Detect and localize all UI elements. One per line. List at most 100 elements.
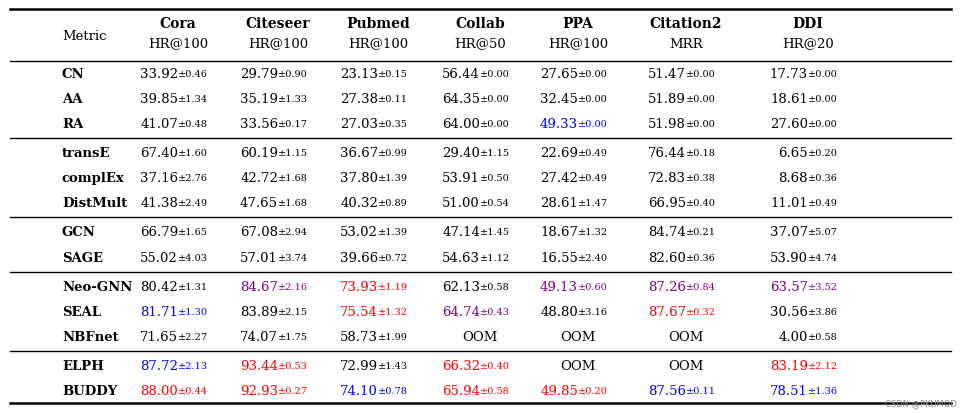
Text: ±0.00: ±0.00 [808,120,838,129]
Text: 67.40: 67.40 [140,147,178,160]
Text: ±0.78: ±0.78 [378,386,407,395]
Text: ±0.21: ±0.21 [686,228,716,237]
Text: ±0.00: ±0.00 [686,70,716,79]
Text: MRR: MRR [669,38,702,50]
Text: 74.10: 74.10 [340,384,378,397]
Text: 29.40: 29.40 [442,147,480,160]
Text: 93.44: 93.44 [240,359,278,372]
Text: 51.00: 51.00 [442,197,480,210]
Text: ±3.16: ±3.16 [578,307,608,316]
Text: 49.13: 49.13 [540,280,578,293]
Text: 74.07: 74.07 [240,330,278,343]
Text: ±0.40: ±0.40 [686,199,716,208]
Text: ±2.94: ±2.94 [278,228,308,237]
Text: ±2.13: ±2.13 [178,361,209,370]
Text: 40.32: 40.32 [340,197,378,210]
Text: ±0.35: ±0.35 [378,120,407,129]
Text: OOM: OOM [668,359,703,372]
Text: 81.71: 81.71 [140,305,178,318]
Text: 84.74: 84.74 [648,226,686,239]
Text: ±0.58: ±0.58 [480,386,509,395]
Text: 53.02: 53.02 [340,226,378,239]
Text: Pubmed: Pubmed [346,17,410,31]
Text: ±2.76: ±2.76 [178,174,208,183]
Text: ±3.86: ±3.86 [808,307,838,316]
Text: ±1.45: ±1.45 [480,228,510,237]
Text: ±0.43: ±0.43 [480,307,510,316]
Text: 62.13: 62.13 [442,280,480,293]
Text: 28.61: 28.61 [540,197,578,210]
Text: ±0.49: ±0.49 [578,149,608,158]
Text: HR@50: HR@50 [455,38,505,50]
Text: ±0.36: ±0.36 [686,253,716,262]
Text: 66.79: 66.79 [139,226,178,239]
Text: Neo-GNN: Neo-GNN [62,280,133,293]
Text: ±1.99: ±1.99 [378,332,407,341]
Text: HR@100: HR@100 [248,38,308,50]
Text: 82.60: 82.60 [648,251,686,264]
Text: 65.94: 65.94 [442,384,480,397]
Text: ±1.19: ±1.19 [378,282,408,291]
Text: ±1.65: ±1.65 [178,228,208,237]
Text: GCN: GCN [62,226,96,239]
Text: ±0.38: ±0.38 [686,174,716,183]
Text: 4.00: 4.00 [778,330,808,343]
Text: 60.19: 60.19 [240,147,278,160]
Text: 83.19: 83.19 [770,359,808,372]
Text: ELPH: ELPH [62,359,104,372]
Text: 51.89: 51.89 [648,93,686,106]
Text: ±1.68: ±1.68 [278,199,308,208]
Text: 76.44: 76.44 [648,147,686,160]
Text: ±0.00: ±0.00 [686,95,716,104]
Text: 27.60: 27.60 [770,118,808,131]
Text: OOM: OOM [560,359,596,372]
Text: 30.56: 30.56 [770,305,808,318]
Text: 66.32: 66.32 [442,359,480,372]
Text: ±2.27: ±2.27 [178,332,209,341]
Text: ±0.36: ±0.36 [808,174,838,183]
Text: 92.93: 92.93 [240,384,278,397]
Text: 17.73: 17.73 [770,68,808,81]
Text: ±5.07: ±5.07 [808,228,838,237]
Text: ±0.17: ±0.17 [278,120,308,129]
Text: 29.79: 29.79 [240,68,278,81]
Text: ±1.39: ±1.39 [378,174,408,183]
Text: 71.65: 71.65 [140,330,178,343]
Text: ±4.03: ±4.03 [178,253,208,262]
Text: DistMult: DistMult [62,197,127,210]
Text: 55.02: 55.02 [140,251,178,264]
Text: 18.67: 18.67 [540,226,578,239]
Text: 37.16: 37.16 [140,172,178,185]
Text: CN: CN [62,68,85,81]
Text: ±1.75: ±1.75 [278,332,308,341]
Text: BUDDY: BUDDY [62,384,117,397]
Text: 37.80: 37.80 [340,172,378,185]
Text: 33.56: 33.56 [240,118,278,131]
Text: 49.33: 49.33 [540,118,578,131]
Text: 39.85: 39.85 [140,93,178,106]
Text: HR@100: HR@100 [348,38,408,50]
Text: ±1.47: ±1.47 [578,199,608,208]
Text: 87.26: 87.26 [648,280,686,293]
Text: ±0.46: ±0.46 [178,70,208,79]
Text: ±1.60: ±1.60 [178,149,208,158]
Text: ±0.15: ±0.15 [378,70,407,79]
Text: 83.89: 83.89 [240,305,278,318]
Text: ±2.49: ±2.49 [178,199,208,208]
Text: ±0.00: ±0.00 [480,70,509,79]
Text: ±0.72: ±0.72 [378,253,408,262]
Text: 51.47: 51.47 [648,68,686,81]
Text: 32.45: 32.45 [540,93,578,106]
Text: 66.95: 66.95 [648,197,686,210]
Text: 6.65: 6.65 [778,147,808,160]
Text: PPA: PPA [562,17,593,31]
Text: ±0.00: ±0.00 [808,70,838,79]
Text: 42.72: 42.72 [240,172,278,185]
Text: Citation2: Citation2 [650,17,723,31]
Text: 72.99: 72.99 [340,359,378,372]
Text: ±1.12: ±1.12 [480,253,510,262]
Text: 53.90: 53.90 [770,251,808,264]
Text: 88.00: 88.00 [140,384,178,397]
Text: SEAL: SEAL [62,305,101,318]
Text: AA: AA [62,93,83,106]
